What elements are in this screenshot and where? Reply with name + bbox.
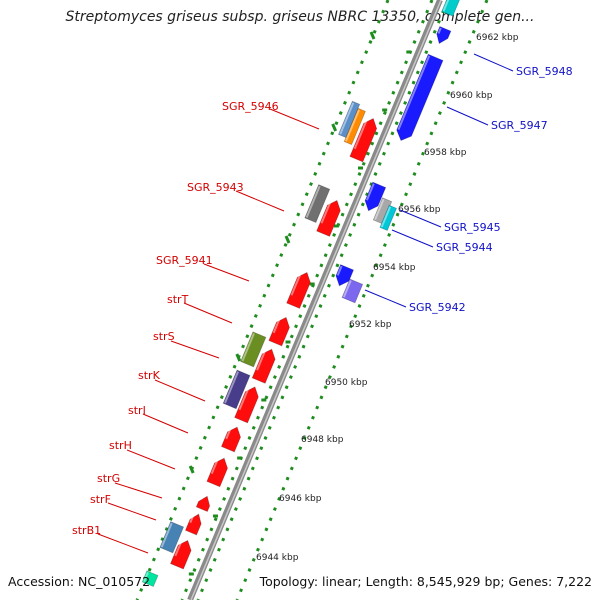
gene-red[interactable] xyxy=(184,512,202,536)
gene-features[interactable] xyxy=(141,0,461,588)
leader-line xyxy=(399,209,442,228)
inner-right-track xyxy=(196,0,450,600)
leader-line xyxy=(203,263,250,282)
leader-line xyxy=(107,502,157,521)
gene-label-right: SGR_5945 xyxy=(444,221,501,234)
gene-red[interactable] xyxy=(234,385,259,424)
scale-label: 6954 kbp xyxy=(373,263,416,273)
major-tick xyxy=(284,235,291,244)
gene-aquamarine[interactable] xyxy=(141,570,159,588)
gene-label-right: SGR_5947 xyxy=(491,119,548,132)
gene-labels: SGR_5946 SGR_5943 SGR_5941 strT strS strK strI… xyxy=(72,53,573,554)
gene-label-right: SGR_5948 xyxy=(516,65,573,78)
scale-label: 6960 kbp xyxy=(450,91,493,101)
leader-line xyxy=(235,190,285,212)
gene-olive[interactable] xyxy=(240,331,267,368)
gene-label-left: strI xyxy=(128,404,146,417)
gene-blue[interactable] xyxy=(335,264,355,287)
major-tick xyxy=(331,123,338,132)
gene-red[interactable] xyxy=(268,315,290,347)
scale-labels: 6962 kbp 6960 kbp 6958 kbp 6956 kbp 6954 kbp… xyxy=(256,33,519,563)
gene-label-left: strK xyxy=(138,369,161,382)
leader-line xyxy=(97,533,149,554)
leader-line xyxy=(170,340,220,359)
scale-label: 6956 kbp xyxy=(398,205,441,215)
gene-blue[interactable] xyxy=(364,181,387,212)
leader-line xyxy=(269,108,320,130)
topology-text: Topology: linear; Length: 8,545,929 bp; … xyxy=(259,574,592,589)
gene-red[interactable] xyxy=(251,347,276,384)
gene-label-left: strG xyxy=(97,472,120,485)
gene-darkslateblue[interactable] xyxy=(222,369,251,410)
leader-line xyxy=(446,106,489,126)
gene-label-left: strB1 xyxy=(72,524,101,537)
scale-label: 6950 kbp xyxy=(325,378,368,388)
genome-backbone xyxy=(187,0,443,600)
scale-label: 6952 kbp xyxy=(349,320,392,330)
gene-cyan[interactable] xyxy=(379,204,398,231)
leader-line xyxy=(126,449,176,470)
major-tick xyxy=(235,353,242,362)
gene-label-right: SGR_5944 xyxy=(436,241,493,254)
inner-left-track xyxy=(180,0,434,600)
gene-label-left: strH xyxy=(109,439,132,452)
gene-red[interactable] xyxy=(195,495,211,513)
gene-red[interactable] xyxy=(286,270,311,309)
gene-red[interactable] xyxy=(316,198,341,237)
gene-blue[interactable] xyxy=(396,53,444,141)
leader-line xyxy=(364,289,407,308)
leader-line xyxy=(114,482,163,499)
scale-label: 6948 kbp xyxy=(301,435,344,445)
gene-label-left: SGR_5941 xyxy=(156,254,213,267)
accession-text: Accession: NC_010572 xyxy=(8,574,151,589)
genome-backbone-shine xyxy=(190,0,442,600)
outer-right-track xyxy=(235,0,489,600)
scale-label: 6946 kbp xyxy=(279,494,322,504)
major-tick xyxy=(369,31,376,40)
gene-label-left: strS xyxy=(153,330,175,343)
scale-label: 6944 kbp xyxy=(256,553,299,563)
leader-line xyxy=(154,379,206,402)
gene-steelblue[interactable] xyxy=(337,100,361,139)
gene-steelblue[interactable] xyxy=(159,521,185,554)
gene-label-left: SGR_5946 xyxy=(222,100,279,113)
gene-label-left: strF xyxy=(90,493,111,506)
scale-label: 6962 kbp xyxy=(476,33,519,43)
gene-mediumpurple[interactable] xyxy=(341,278,364,304)
gene-red[interactable] xyxy=(206,456,228,488)
gene-blue[interactable] xyxy=(436,25,452,45)
scale-ticks xyxy=(188,31,412,576)
leader-line xyxy=(183,302,233,324)
scale-label: 6958 kbp xyxy=(424,148,467,158)
outer-left-track xyxy=(135,0,390,600)
gene-label-left: strT xyxy=(167,293,189,306)
gene-red[interactable] xyxy=(169,538,192,570)
gene-gray[interactable] xyxy=(304,184,331,223)
leader-line xyxy=(391,229,434,248)
gene-label-left: SGR_5943 xyxy=(187,181,244,194)
map-title: Streptomyces griseus subsp. griseus NBRC… xyxy=(65,9,535,25)
leader-line xyxy=(142,413,189,434)
gene-label-right: SGR_5942 xyxy=(409,301,466,314)
leader-line xyxy=(473,53,514,72)
major-tick xyxy=(188,465,195,474)
gene-red[interactable] xyxy=(220,425,241,453)
gene-cyan[interactable] xyxy=(441,0,461,17)
gene-red[interactable] xyxy=(349,116,378,163)
